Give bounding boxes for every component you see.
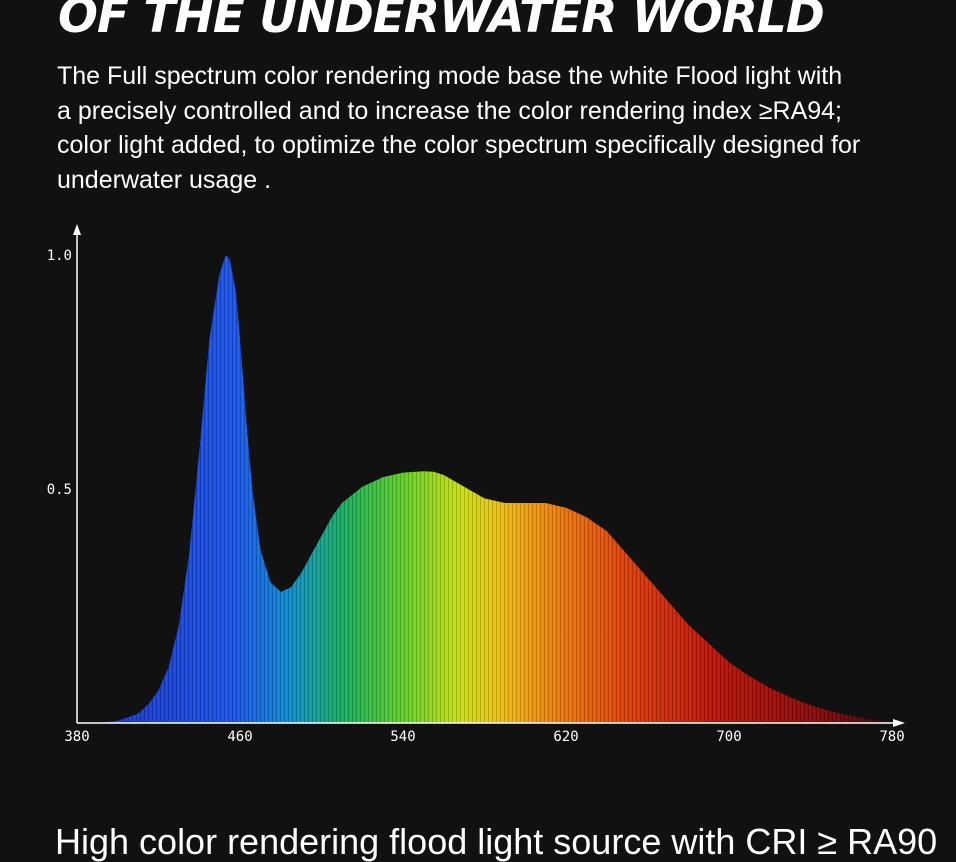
spectrum-chart-svg: 380 460 540 620 700 780 1.0 0.5 xyxy=(47,224,905,745)
x-tick-label: 380 xyxy=(64,729,89,745)
x-axis-arrow xyxy=(893,719,905,727)
spectrum-chart: 380 460 540 620 700 780 1.0 0.5 xyxy=(0,215,956,760)
y-tick-label: 1.0 xyxy=(47,248,72,264)
description-paragraph: The Full spectrum color rendering mode b… xyxy=(57,59,947,197)
spectrum-stripe-overlay xyxy=(77,255,892,723)
x-tick-label: 460 xyxy=(227,729,252,745)
y-tick-label: 0.5 xyxy=(47,482,72,498)
x-tick-label: 700 xyxy=(716,729,741,745)
x-tick-label: 540 xyxy=(390,729,415,745)
footer-heading-partial: High color rendering flood light source … xyxy=(55,821,938,862)
description-line: color light added, to optimize the color… xyxy=(57,131,861,159)
description-line: a precisely controlled and to increase t… xyxy=(57,96,842,125)
x-tick-label: 620 xyxy=(553,729,578,745)
description-line: The Full spectrum color rendering mode b… xyxy=(57,62,843,90)
x-tick-label: 780 xyxy=(879,729,904,745)
page-headline: OF THE UNDERWATER WORLD xyxy=(58,0,825,44)
y-axis-arrow xyxy=(73,224,81,235)
description-line: underwater usage . xyxy=(57,165,272,194)
